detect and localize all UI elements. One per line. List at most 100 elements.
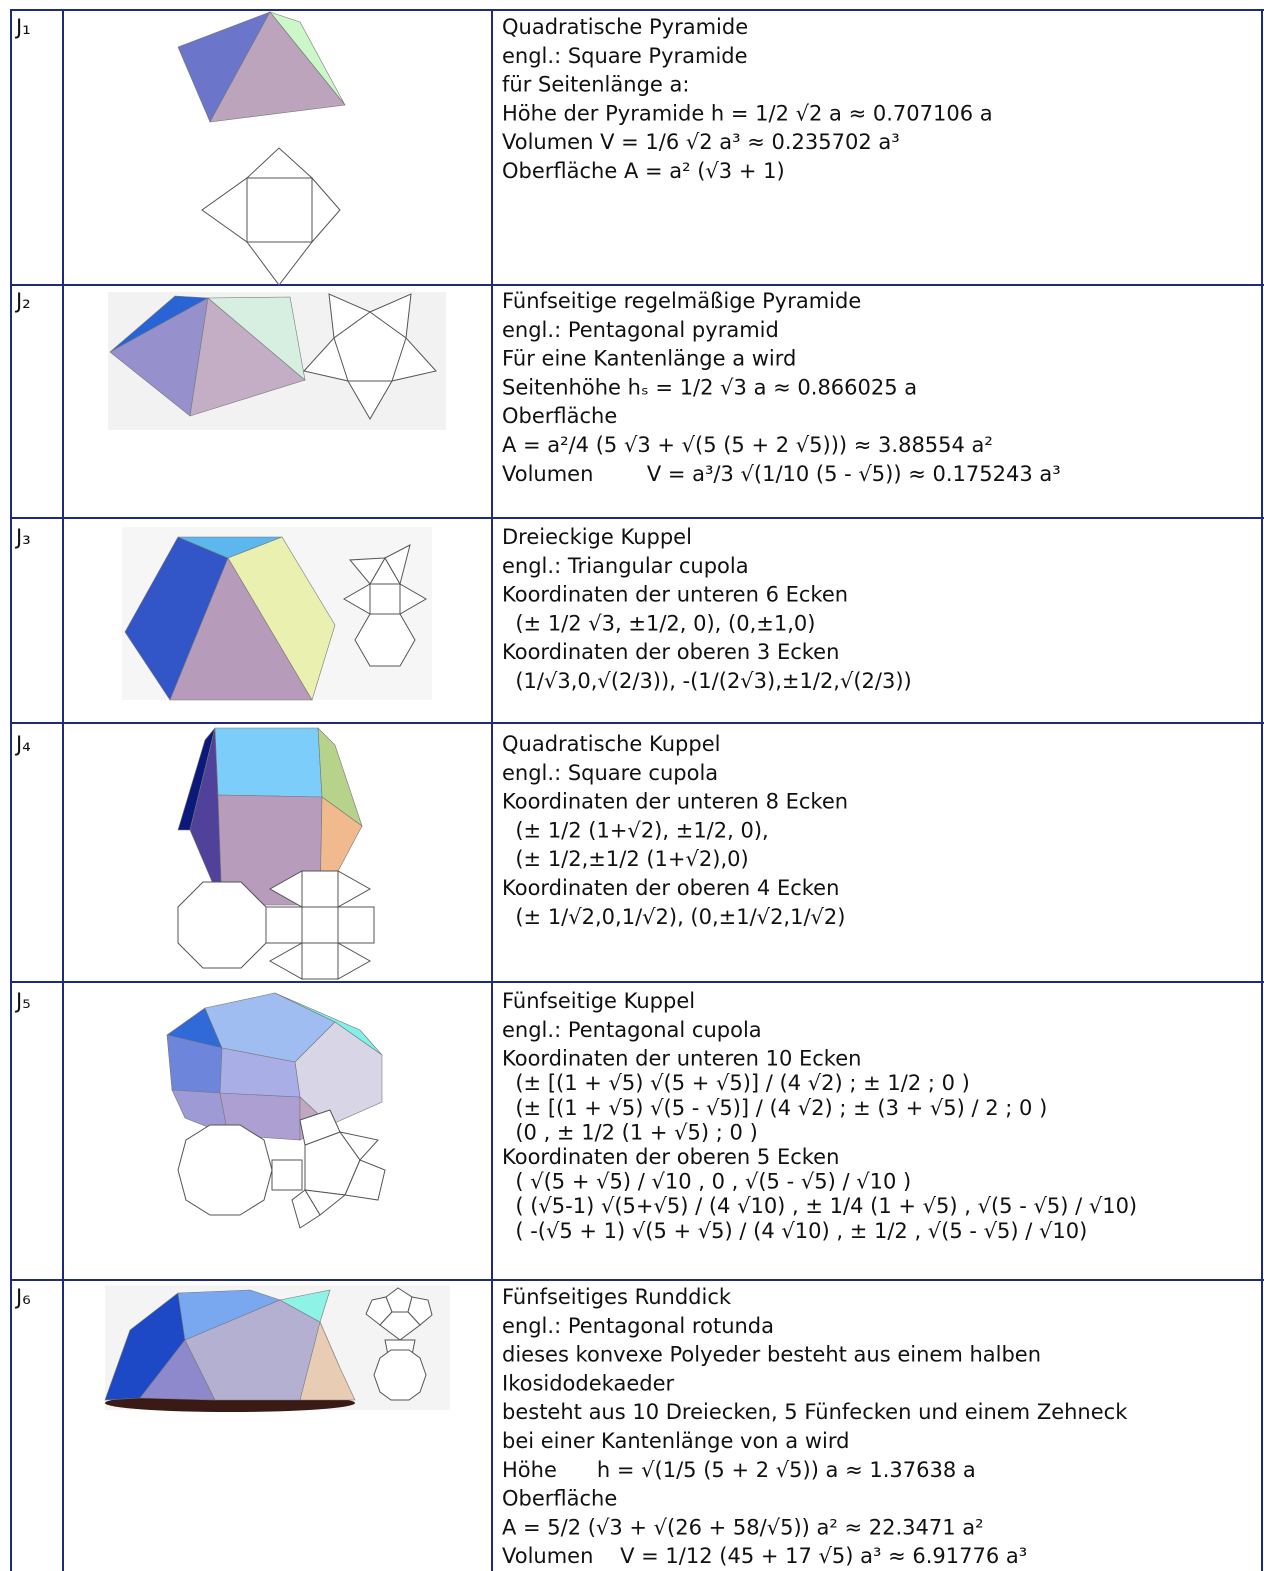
cell-line: Fünfseitige Kuppel bbox=[502, 989, 695, 1013]
shape bbox=[268, 942, 303, 980]
shape bbox=[344, 1159, 386, 1201]
shape bbox=[246, 177, 313, 243]
shape bbox=[214, 727, 323, 798]
cell-line: A = a²/4 (5 √3 + √(5 (5 + 2 √5))) ≈ 3.88… bbox=[502, 433, 993, 457]
row-label: J₁ bbox=[14, 15, 31, 39]
cell-line: engl.: Square cupola bbox=[502, 761, 718, 785]
shape bbox=[201, 177, 248, 243]
cell-line: (0 , ± 1/2 (1 + √5) ; 0 ) bbox=[502, 1120, 758, 1144]
cell-line: Oberfläche bbox=[502, 1487, 617, 1511]
cell-line: Seitenhöhe hₛ = 1/2 √3 a ≈ 0.866025 a bbox=[502, 375, 917, 399]
shape bbox=[291, 1189, 321, 1229]
shape bbox=[354, 613, 416, 667]
cell-line: ( -(√5 + 1) √(5 + √5) / (4 √10) , ± 1/2 … bbox=[502, 1219, 1087, 1243]
shape bbox=[338, 1131, 379, 1161]
cell-line: Für eine Kantenlänge a wird bbox=[502, 347, 796, 371]
shape bbox=[311, 176, 341, 244]
shape bbox=[177, 881, 267, 969]
cell-line: Volumen V = 1/12 (45 + 17 √5) a³ ≈ 6.917… bbox=[502, 1544, 1027, 1568]
shape bbox=[207, 296, 306, 381]
shape bbox=[169, 557, 313, 701]
row-label: J₂ bbox=[14, 289, 31, 313]
cell-line: engl.: Pentagonal cupola bbox=[502, 1018, 762, 1042]
shape bbox=[279, 1289, 331, 1323]
cell-line: für Seitenlänge a: bbox=[502, 73, 689, 97]
row-label: J₆ bbox=[14, 1285, 31, 1309]
figure bbox=[177, 727, 375, 980]
shape bbox=[342, 583, 371, 615]
shape bbox=[301, 906, 339, 944]
cell-line: engl.: Triangular cupola bbox=[502, 554, 749, 578]
shape bbox=[219, 1047, 301, 1098]
shape bbox=[209, 11, 346, 123]
cell-line: engl.: Square Pyramide bbox=[502, 44, 748, 68]
cell-line: Höhe der Pyramide h = 1/2 √2 a ≈ 0.70710… bbox=[502, 101, 993, 125]
shape bbox=[337, 906, 375, 944]
cell-line: ( √(5 + √5) / √10 , 0 , √(5 - √5) / √10 … bbox=[502, 1170, 911, 1194]
row-label: J₃ bbox=[14, 525, 31, 549]
cell-line: Koordinaten der oberen 3 Ecken bbox=[502, 640, 839, 664]
shape bbox=[373, 1349, 427, 1401]
shape bbox=[337, 870, 372, 908]
cell-line: Quadratische Kuppel bbox=[502, 732, 720, 756]
shape bbox=[301, 942, 339, 980]
cell-line: Oberfläche A = a² (√3 + 1) bbox=[502, 159, 785, 183]
cell-line: Volumen V = 1/6 √2 a³ ≈ 0.235702 a³ bbox=[502, 130, 900, 154]
cell-line: (± [(1 + √5) √(5 + √5)] / (4 √2) ; ± 1/2… bbox=[502, 1071, 970, 1095]
cell-line: Höhe h = √(1/5 (5 + 2 √5)) a ≈ 1.37638 a bbox=[502, 1458, 976, 1482]
cell-line: (± 1/2 √3, ±1/2, 0), (0,±1,0) bbox=[502, 611, 815, 635]
figure bbox=[122, 527, 432, 701]
cell-line: dieses konvexe Polyeder besteht aus eine… bbox=[502, 1343, 1041, 1367]
cell-line: A = 5/2 (√3 + √(26 + 58/√5)) a² ≈ 22.347… bbox=[502, 1515, 984, 1539]
shape bbox=[299, 1109, 341, 1146]
row-label: J₄ bbox=[14, 732, 31, 756]
cell-line: Volumen V = a³/3 √(1/10 (5 - √5)) ≈ 0.17… bbox=[502, 462, 1061, 486]
cell-line: Fünfseitiges Runddick bbox=[502, 1285, 732, 1309]
cell-line: Oberfläche bbox=[502, 404, 617, 428]
shape bbox=[268, 870, 303, 908]
cell-line: (± [(1 + √5) √(5 - √5)] / (4 √2) ; ± (3 … bbox=[502, 1096, 1047, 1120]
shape bbox=[348, 557, 386, 585]
shape bbox=[379, 1311, 421, 1341]
cell-line: Fünfseitige regelmäßige Pyramide bbox=[502, 289, 861, 313]
shape bbox=[333, 311, 407, 382]
shape bbox=[265, 906, 303, 944]
cell-line: (± 1/2 (1+√2), ±1/2, 0), bbox=[502, 818, 769, 842]
cell-line: Koordinaten der unteren 6 Ecken bbox=[502, 583, 848, 607]
cell-line: Koordinaten der oberen 5 Ecken bbox=[502, 1145, 839, 1169]
shape bbox=[301, 870, 339, 908]
shape bbox=[177, 1124, 273, 1216]
cell-line: Koordinaten der unteren 8 Ecken bbox=[502, 790, 848, 814]
figure bbox=[166, 992, 386, 1229]
shape bbox=[271, 1159, 303, 1191]
cell-line: Quadratische Pyramide bbox=[502, 15, 748, 39]
cell-line: (± 1/2,±1/2 (1+√2),0) bbox=[502, 847, 749, 871]
cell-line: engl.: Pentagonal rotunda bbox=[502, 1314, 774, 1338]
shape bbox=[337, 942, 372, 980]
shape bbox=[369, 583, 401, 615]
shape bbox=[245, 147, 314, 179]
cell-line: ( (√5-1) √(5+√5) / (4 √10) , ± 1/4 (1 + … bbox=[502, 1194, 1137, 1218]
cell-line: Koordinaten der oberen 4 Ecken bbox=[502, 876, 839, 900]
grid bbox=[10, 9, 1264, 1571]
cell-line: Dreieckige Kuppel bbox=[502, 525, 692, 549]
cell-line: engl.: Pentagonal pyramid bbox=[502, 318, 779, 342]
cell-line: Koordinaten der unteren 10 Ecken bbox=[502, 1047, 861, 1071]
cell-line: besteht aus 10 Dreiecken, 5 Fünfecken un… bbox=[502, 1400, 1128, 1424]
cell-texts: J₁ Quadratische Pyramide engl.: Square Pyr… bbox=[14, 15, 1137, 1568]
shape bbox=[246, 241, 314, 286]
figure bbox=[177, 11, 346, 286]
cell-line: Ikosidodekaeder bbox=[502, 1371, 674, 1395]
shape bbox=[299, 1321, 356, 1401]
row-label: J₅ bbox=[14, 989, 31, 1013]
shape bbox=[399, 583, 428, 615]
cell-line: bei einer Kantenlänge von a wird bbox=[502, 1429, 849, 1453]
cell-line: (± 1/√2,0,1/√2), (0,±1/√2,1/√2) bbox=[502, 905, 845, 929]
figure bbox=[108, 292, 446, 430]
cell-line: (1/√3,0,√(2/3)), -(1/(2√3),±1/2,√(2/3)) bbox=[502, 669, 912, 693]
figure bbox=[104, 1285, 450, 1412]
shape bbox=[384, 544, 411, 586]
